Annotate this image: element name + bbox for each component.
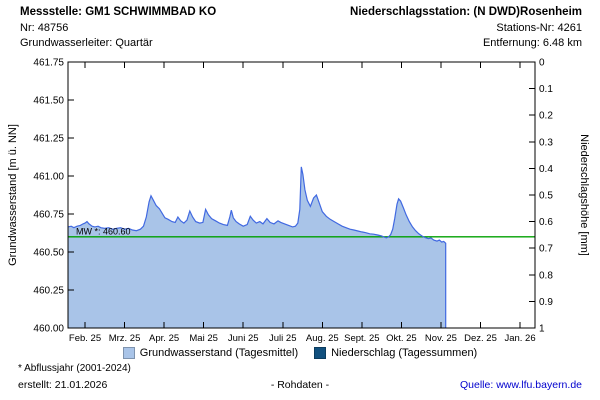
- footnote-abflussjahr: * Abflussjahr (2001-2024): [18, 363, 131, 374]
- svg-text:0.4: 0.4: [539, 164, 553, 175]
- svg-text:461.50: 461.50: [33, 96, 64, 107]
- svg-text:0.1: 0.1: [539, 84, 553, 95]
- svg-text:Nov. 25: Nov. 25: [425, 333, 457, 344]
- source: Quelle: www.lfu.bayern.de: [460, 379, 582, 391]
- svg-text:0.9: 0.9: [539, 297, 553, 308]
- svg-text:Mai 25: Mai 25: [189, 333, 218, 344]
- left-axis-title: Grundwasserstand [m ü. NN]: [7, 124, 19, 266]
- svg-text:0.2: 0.2: [539, 111, 553, 122]
- distance-label: Entfernung: 6.48 km: [482, 37, 582, 49]
- svg-text:460.25: 460.25: [33, 286, 64, 297]
- station-info: Messstelle: GM1 SCHWIMMBAD KO Nr: 48756 …: [20, 5, 216, 52]
- svg-text:Dez. 25: Dez. 25: [464, 333, 497, 344]
- groundwater-line: [67, 166, 447, 328]
- svg-text:0.7: 0.7: [539, 244, 553, 255]
- precip-station-info: Niederschlagsstation: (N DWD)Rosenheim S…: [350, 5, 582, 52]
- svg-text:0.3: 0.3: [539, 137, 553, 148]
- chart-header: Messstelle: GM1 SCHWIMMBAD KO Nr: 48756 …: [20, 5, 582, 52]
- chart-svg: 460.00 460.25 460.50 460.75 461.00 461.25 461.…: [7, 58, 590, 345]
- created-date: erstellt: 21.01.2026: [18, 379, 108, 391]
- aquifer-label: Grundwasserleiter: Quartär: [20, 37, 153, 49]
- source-label: Quelle:: [460, 379, 494, 391]
- svg-text:460.75: 460.75: [33, 210, 64, 221]
- svg-text:Feb. 25: Feb. 25: [69, 333, 101, 344]
- svg-text:Jan. 26: Jan. 26: [504, 333, 535, 344]
- legend-item-groundwater: Grundwasserstand (Tagesmittel): [122, 347, 299, 359]
- precip-station-number: Stations-Nr: 4261: [496, 21, 582, 34]
- svg-text:Apr. 25: Apr. 25: [149, 333, 179, 344]
- legend-item-precipitation: Niederschlag (Tagessummen): [314, 347, 477, 359]
- svg-text:Mrz. 25: Mrz. 25: [109, 333, 141, 344]
- svg-text:0.6: 0.6: [539, 217, 553, 228]
- svg-text:Sept. 25: Sept. 25: [344, 333, 379, 344]
- svg-text:460.00: 460.00: [33, 324, 64, 335]
- legend-swatch-precipitation: [314, 347, 327, 359]
- svg-text:Juli 25: Juli 25: [269, 333, 296, 344]
- svg-text:Okt. 25: Okt. 25: [386, 333, 417, 344]
- legend-swatch-groundwater: [122, 347, 135, 359]
- source-link[interactable]: www.lfu.bayern.de: [496, 379, 582, 391]
- right-axis-title: Niederschlagshöhe [mm]: [578, 134, 590, 256]
- svg-text:Aug. 25: Aug. 25: [306, 333, 339, 344]
- legend-label-groundwater: Grundwasserstand (Tagesmittel): [139, 347, 299, 359]
- legend: Grundwasserstand (Tagesmittel) Niedersch…: [0, 347, 600, 359]
- mean-water-label: MW *: 460.60: [76, 226, 131, 236]
- svg-text:Juni 25: Juni 25: [228, 333, 259, 344]
- svg-text:1: 1: [539, 324, 545, 335]
- legend-label-precipitation: Niederschlag (Tagessummen): [331, 347, 478, 359]
- groundwater-area: [68, 166, 446, 328]
- svg-text:461.00: 461.00: [33, 172, 64, 183]
- station-number: Nr: 48756: [20, 21, 69, 34]
- svg-text:0.8: 0.8: [539, 270, 553, 281]
- svg-text:0: 0: [539, 58, 545, 69]
- station-title: Messstelle: GM1 SCHWIMMBAD KO: [20, 6, 217, 18]
- svg-text:461.25: 461.25: [33, 134, 64, 145]
- svg-text:460.50: 460.50: [33, 248, 64, 259]
- precip-station-title: Niederschlagsstation: (N DWD)Rosenheim: [350, 6, 582, 18]
- svg-text:461.75: 461.75: [33, 58, 64, 69]
- raw-data-label: - Rohdaten -: [270, 379, 330, 391]
- svg-text:0.5: 0.5: [539, 191, 553, 202]
